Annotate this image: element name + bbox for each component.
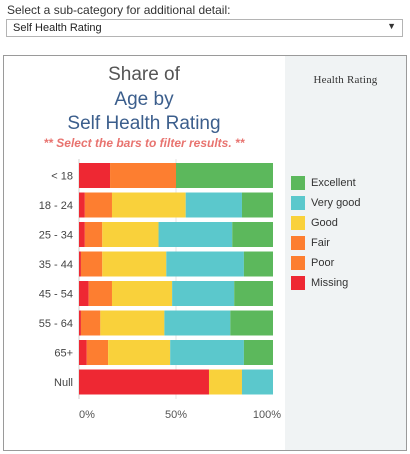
selector-label: Select a sub-category for additional det… [7, 3, 231, 17]
legend-item-very-good[interactable]: Very good [291, 195, 361, 211]
x-tick-label: 100% [253, 409, 281, 421]
legend-label: Excellent [311, 177, 356, 189]
bar-segment-missing[interactable] [79, 163, 111, 188]
bar-segment-very-good[interactable] [172, 281, 235, 306]
bar-segment-good[interactable] [111, 281, 173, 306]
bar-segment-missing[interactable] [79, 340, 87, 365]
bar-segment-excellent[interactable] [230, 310, 273, 336]
bar-segment-good[interactable] [100, 310, 165, 336]
chart-title-line3: Self Health Rating [67, 113, 221, 134]
bar-segment-very-good[interactable] [158, 222, 233, 247]
legend-label: Very good [311, 197, 361, 209]
bar-segment-excellent[interactable] [243, 251, 273, 277]
legend-item-excellent[interactable]: Excellent [291, 175, 356, 191]
legend-item-missing[interactable]: Missing [291, 275, 348, 291]
bar-segment-good[interactable] [208, 369, 242, 395]
legend-swatch [291, 176, 305, 190]
bar-segment-missing[interactable] [79, 281, 89, 306]
bar-segment-good[interactable] [111, 192, 186, 218]
bar-segment-good[interactable] [108, 340, 171, 365]
bar-segment-very-good[interactable] [164, 310, 231, 336]
bar-segment-excellent[interactable] [176, 163, 273, 188]
legend-swatch [291, 256, 305, 270]
category-label: 35 - 44 [39, 259, 73, 271]
bar-segment-excellent[interactable] [234, 281, 273, 306]
legend-panel: Health Rating Excellent Very good Good Fair… [285, 56, 406, 450]
category-label: 45 - 54 [39, 289, 73, 301]
stacked-bar-chart[interactable]: < 18 18 - 24 25 - 34 35 - 44 45 - 54 55 - 64 6… [4, 56, 284, 450]
dropdown-value: Self Health Rating [13, 22, 102, 34]
legend-label: Poor [311, 257, 335, 269]
chart-title-line2: Age by [114, 89, 174, 110]
bar-segment-very-good[interactable] [166, 251, 244, 277]
bar-segment-fair[interactable] [88, 281, 112, 306]
bar-segment-excellent[interactable] [241, 192, 273, 218]
legend-label: Fair [311, 237, 330, 249]
bar-segment-excellent[interactable] [232, 222, 273, 247]
bar-segment-very-good[interactable] [185, 192, 242, 218]
chart-panel: Share of Age by Self Health Rating ** Se… [3, 55, 407, 451]
category-label: 18 - 24 [39, 200, 73, 212]
legend-item-good[interactable]: Good [291, 215, 338, 231]
x-tick-label: 0% [79, 409, 95, 421]
x-tick-label: 50% [165, 409, 187, 421]
legend-title: Health Rating [313, 74, 378, 86]
bar-segment-missing[interactable] [79, 310, 81, 336]
bar-segment-good[interactable] [102, 251, 167, 277]
bar-segment-fair[interactable] [86, 340, 109, 365]
bar-segment-missing[interactable] [79, 369, 209, 395]
bar-segment-missing[interactable] [79, 192, 85, 218]
legend-swatch [291, 236, 305, 250]
category-label: 55 - 64 [39, 318, 73, 330]
category-label: Null [54, 377, 73, 389]
bar-segment-missing[interactable] [79, 251, 81, 277]
category-label: 25 - 34 [39, 230, 73, 242]
legend-swatch [291, 216, 305, 230]
legend-label: Missing [311, 277, 349, 289]
legend-label: Good [311, 217, 338, 229]
chevron-down-icon[interactable]: ▼ [387, 21, 396, 31]
bar-segment-fair[interactable] [80, 251, 103, 277]
chart-subtitle: ** Select the bars to filter results. ** [43, 136, 245, 150]
category-label: < 18 [51, 171, 73, 183]
legend-item-fair[interactable]: Fair [291, 235, 330, 251]
bar-segment-good[interactable] [102, 222, 159, 247]
category-label: 65+ [54, 348, 73, 360]
bar-segment-fair[interactable] [84, 192, 112, 218]
bar-segment-fair[interactable] [84, 222, 103, 247]
legend-swatch [291, 276, 305, 290]
bar-segment-very-good[interactable] [170, 340, 244, 365]
bar-segment-fair[interactable] [80, 310, 101, 336]
chart-title-line1: Share of [108, 64, 180, 85]
legend-item-poor[interactable]: Poor [291, 255, 334, 271]
bar-segment-very-good[interactable] [241, 369, 273, 395]
bar-segment-fair[interactable] [110, 163, 176, 188]
bar-segment-excellent[interactable] [243, 340, 273, 365]
bar-segment-missing[interactable] [79, 222, 85, 247]
legend-swatch [291, 196, 305, 210]
subcategory-dropdown[interactable]: Self Health Rating ▼ [6, 19, 403, 37]
